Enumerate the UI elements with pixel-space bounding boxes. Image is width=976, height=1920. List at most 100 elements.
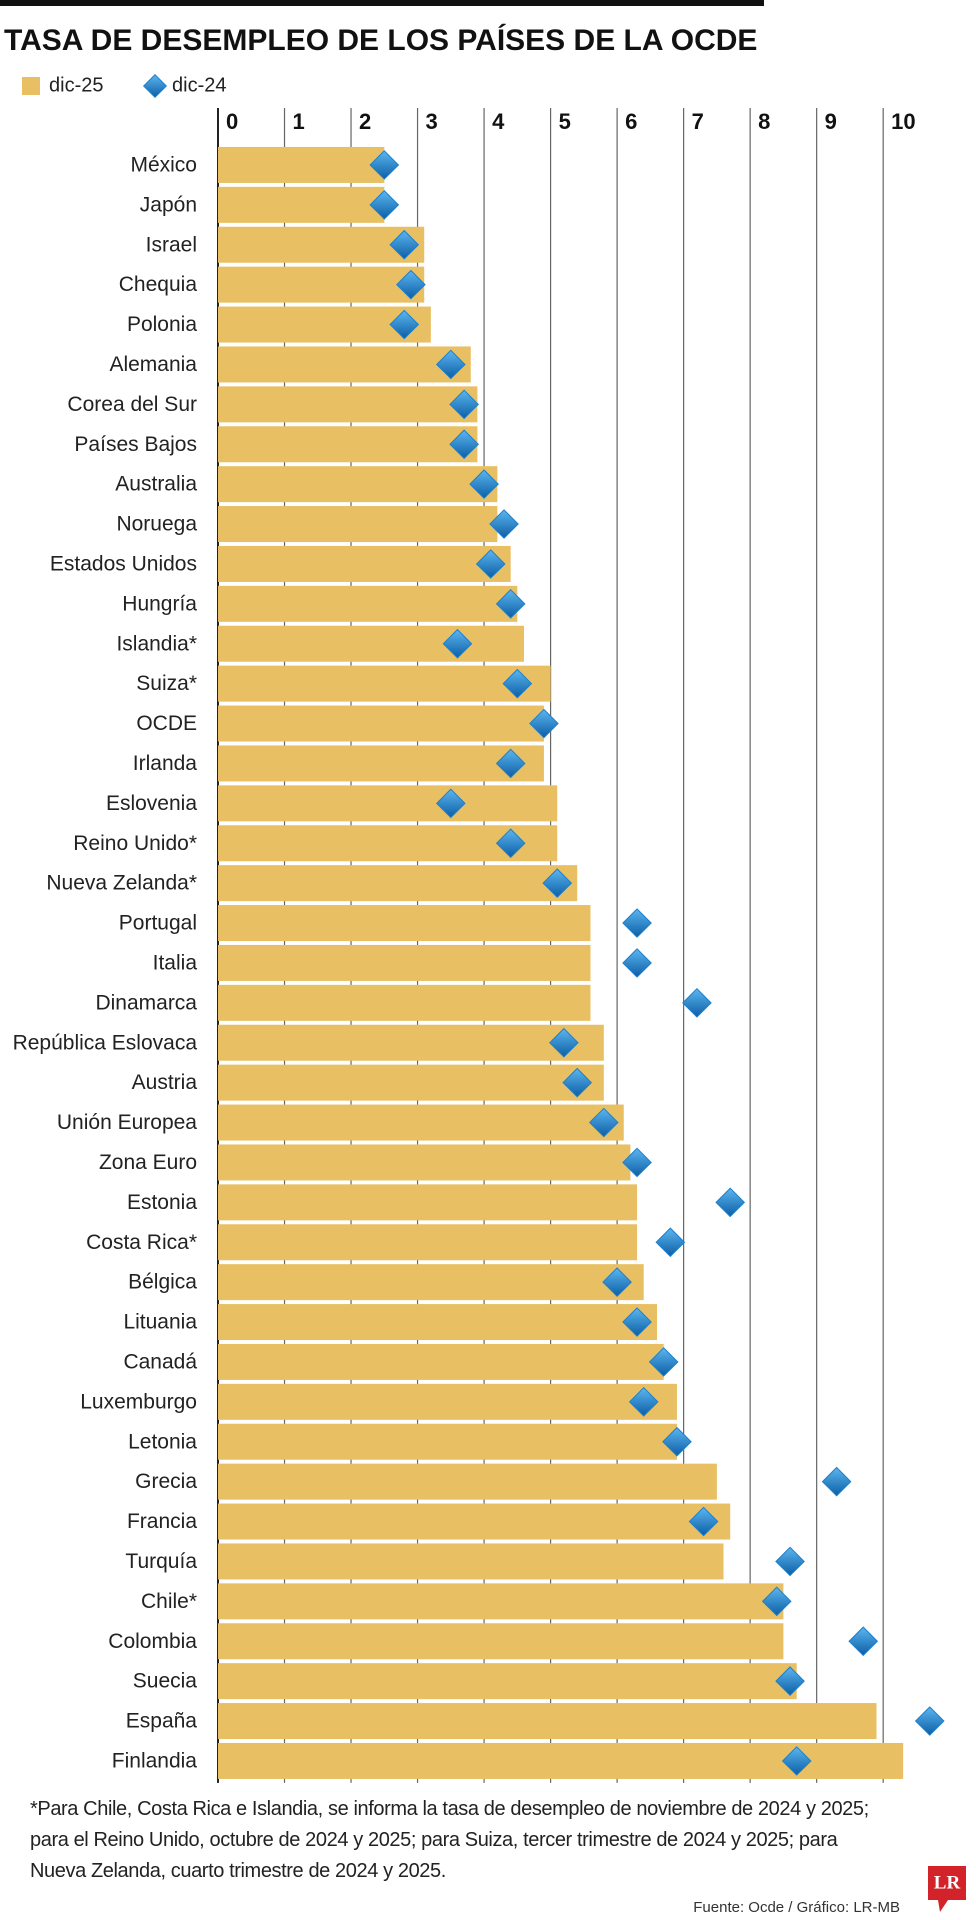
x-tick-label: 2: [359, 109, 371, 134]
y-tick-label: Suecia: [133, 1670, 198, 1693]
diamond: [821, 1466, 852, 1497]
y-tick-label: Austria: [132, 1071, 198, 1094]
diamond: [562, 1067, 593, 1098]
y-tick-label: Colombia: [108, 1630, 197, 1653]
bar: [218, 745, 544, 782]
y-tick-label: Alemania: [109, 353, 197, 376]
y-tick-label: OCDE: [136, 712, 197, 735]
bar: [218, 984, 591, 1021]
diamond: [396, 269, 426, 300]
y-tick-label: Polonia: [127, 313, 197, 336]
diamond: [435, 349, 466, 380]
logo-box: [928, 1866, 966, 1900]
diamond: [682, 988, 712, 1018]
bar: [218, 386, 478, 423]
y-tick-label: Letonia: [128, 1430, 197, 1453]
y-tick-label: España: [126, 1710, 198, 1733]
diamond: [449, 389, 479, 420]
bar: [218, 865, 578, 902]
legend-label: dic-24: [172, 74, 226, 96]
bar: [218, 1343, 664, 1380]
bar: [218, 346, 471, 383]
footnote: *Para Chile, Costa Rica e Islandia, se i…: [30, 1798, 869, 1882]
bar: [218, 1104, 624, 1141]
diamond: [781, 1746, 812, 1776]
y-tick-label: Islandia*: [116, 632, 197, 655]
y-tick-label: Bélgica: [128, 1271, 197, 1294]
x-tick-label: 7: [692, 109, 704, 134]
diamond: [475, 549, 506, 579]
bar: [218, 1663, 797, 1700]
x-tick-label: 4: [492, 109, 505, 134]
legend-swatch: [142, 73, 168, 99]
diamond: [848, 1626, 879, 1657]
bar: [218, 1383, 677, 1420]
y-tick-label: Finlandia: [112, 1749, 198, 1772]
bar: [218, 1583, 784, 1620]
x-tick-label: 10: [891, 109, 915, 134]
bar: [218, 506, 498, 543]
diamond: [469, 469, 499, 499]
diamond: [775, 1666, 805, 1696]
y-tick-label: Australia: [115, 473, 197, 496]
bar: [218, 905, 591, 942]
y-tick-label: Estonia: [127, 1191, 197, 1214]
x-tick-label: 6: [625, 109, 637, 134]
bar: [218, 585, 518, 622]
bar: [218, 1304, 658, 1341]
y-tick-label: Corea del Sur: [67, 393, 197, 416]
diamond: [662, 1426, 692, 1457]
diamond: [389, 309, 420, 340]
legend-swatch: [22, 77, 40, 95]
bar: [218, 1144, 631, 1181]
bar: [218, 545, 511, 582]
diamond: [489, 509, 519, 539]
diamond: [549, 1027, 579, 1058]
y-tick-label: Lituania: [123, 1311, 197, 1334]
bar: [218, 1423, 677, 1460]
bar: [218, 1264, 644, 1301]
bar: [218, 426, 478, 463]
diamond: [622, 948, 652, 978]
y-tick-label: Irlanda: [133, 752, 198, 775]
source: Fuente: Ocde / Gráfico: LR-MB: [693, 1899, 900, 1916]
bar: [218, 466, 498, 503]
bar: [218, 1463, 717, 1500]
y-tick-label: Grecia: [135, 1470, 197, 1493]
bar: [218, 146, 385, 183]
x-tick-label: 9: [825, 109, 837, 134]
diamond: [442, 628, 473, 659]
diamond: [369, 190, 400, 220]
y-tick-label: Chequia: [119, 273, 198, 296]
y-tick-label: Luxemburgo: [80, 1390, 197, 1413]
diamond: [389, 229, 420, 260]
diamond: [628, 1387, 659, 1417]
y-tick-label: Japón: [140, 193, 197, 216]
y-tick-label: Canadá: [123, 1350, 197, 1373]
bar: [218, 266, 425, 303]
diamond: [449, 429, 479, 460]
y-tick-label: Turquía: [125, 1550, 197, 1573]
logo-tail: [938, 1900, 948, 1912]
bar: [218, 705, 544, 742]
y-tick-label: República Eslovaca: [13, 1031, 198, 1054]
diamond: [495, 828, 526, 859]
y-tick-label: Estados Unidos: [50, 552, 197, 575]
y-tick-label: Zona Euro: [99, 1151, 197, 1174]
x-tick-label: 8: [758, 109, 770, 134]
diamond: [502, 668, 533, 699]
bar: [218, 1184, 638, 1221]
diamond: [648, 1347, 679, 1377]
bar: [218, 625, 524, 662]
diamond: [655, 1227, 686, 1258]
y-tick-label: Reino Unido*: [73, 832, 197, 855]
diamond: [622, 1307, 652, 1337]
bar: [218, 1623, 784, 1660]
diamond: [622, 908, 652, 938]
bar: [218, 1024, 604, 1061]
diamond: [622, 1147, 652, 1178]
y-tick-label: Países Bajos: [74, 433, 197, 456]
bar: [218, 1064, 604, 1101]
top-rule: [0, 0, 764, 6]
bar: [218, 1503, 731, 1540]
